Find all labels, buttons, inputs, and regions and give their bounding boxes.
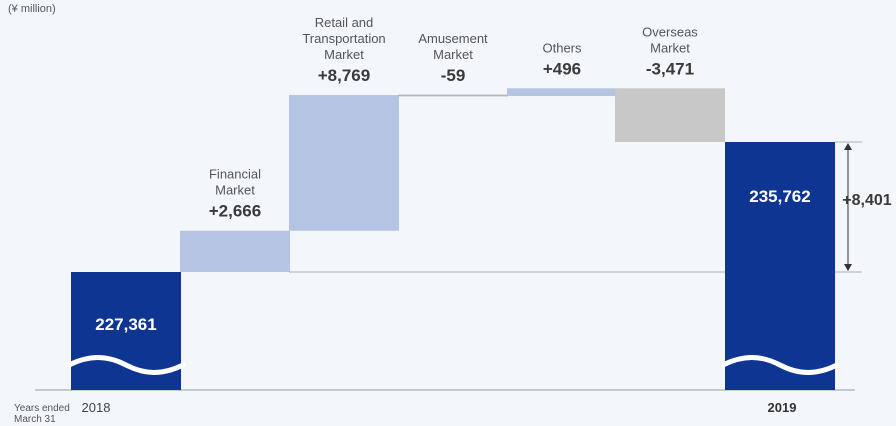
label-difference: +8,401: [842, 192, 891, 209]
footnote-line-2: March 31: [14, 414, 56, 425]
label-end-total: 235,762: [749, 187, 810, 206]
label-step-5-name: Market: [650, 40, 690, 55]
bar-step-3: [398, 95, 508, 97]
label-step-2-name: Transportation: [302, 31, 385, 46]
label-step-1-value: +2,666: [209, 202, 261, 221]
label-step-3-name: Market: [433, 47, 473, 62]
label-step-4-name: Others: [542, 40, 582, 55]
bar-step-1: [180, 230, 290, 272]
difference-arrow-head-bottom: [844, 264, 852, 271]
unit-label: (¥ million): [8, 3, 56, 15]
difference-arrow-head-top: [844, 143, 852, 150]
year-label-end: 2019: [768, 400, 797, 415]
label-step-3-value: -59: [441, 66, 466, 85]
bar-step-5: [615, 88, 725, 142]
footnote-line-1: Years ended: [14, 403, 70, 414]
bar-step-4: [507, 88, 617, 96]
label-step-2-value: +8,769: [318, 66, 370, 85]
axis-break-wave-end: [720, 355, 840, 375]
label-start-total: 227,361: [95, 315, 156, 334]
label-step-5-value: -3,471: [646, 59, 694, 78]
bar-end-total: [725, 142, 835, 390]
axis-break-wave-start: [66, 355, 186, 375]
year-label-start: 2018: [82, 400, 111, 415]
label-step-2-name: Market: [324, 47, 364, 62]
label-step-5-name: Overseas: [642, 24, 698, 39]
label-step-3-name: Amusement: [418, 31, 488, 46]
label-step-1-name: Financial: [209, 167, 261, 182]
label-step-2-name: Retail and: [315, 15, 374, 30]
label-step-1-name: Market: [215, 183, 255, 198]
bar-step-2: [289, 95, 399, 231]
label-step-4-value: +496: [543, 59, 581, 78]
